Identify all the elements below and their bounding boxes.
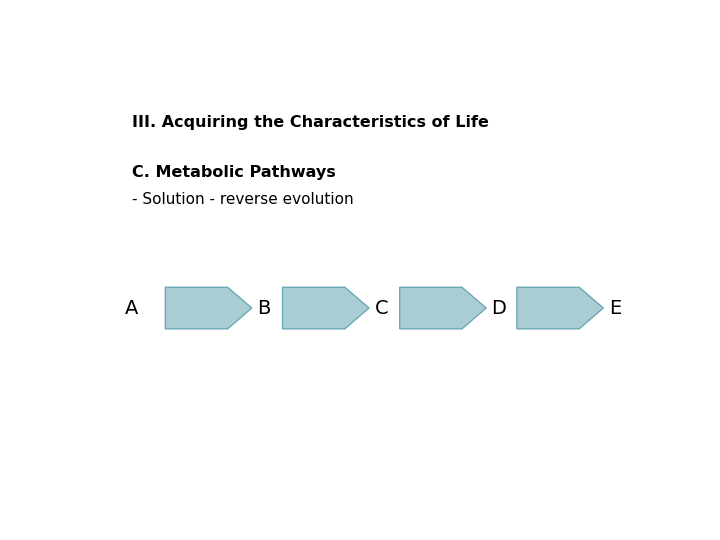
Text: B: B xyxy=(258,299,271,318)
Text: C: C xyxy=(374,299,388,318)
Text: A: A xyxy=(125,299,138,318)
Polygon shape xyxy=(282,287,369,329)
Text: III. Acquiring the Characteristics of Life: III. Acquiring the Characteristics of Li… xyxy=(132,114,489,130)
Text: - Solution - reverse evolution: - Solution - reverse evolution xyxy=(132,192,354,207)
Polygon shape xyxy=(517,287,603,329)
Polygon shape xyxy=(166,287,252,329)
Text: D: D xyxy=(491,299,506,318)
Text: C. Metabolic Pathways: C. Metabolic Pathways xyxy=(132,165,336,180)
Polygon shape xyxy=(400,287,486,329)
Text: E: E xyxy=(610,299,622,318)
